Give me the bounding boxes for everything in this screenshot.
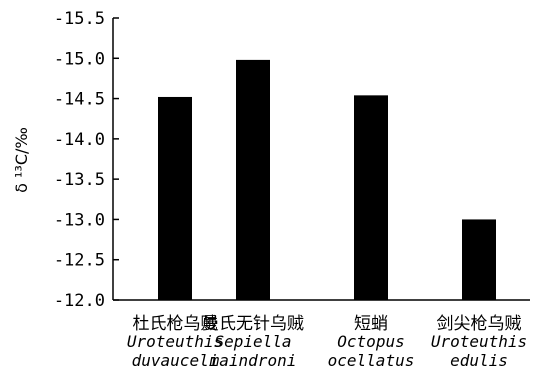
bar — [354, 95, 388, 300]
y-tick-label: -13.5 — [54, 170, 105, 190]
y-tick-label: -14.0 — [54, 130, 105, 150]
bar — [462, 219, 496, 300]
category-chinese-name: 剑尖枪乌贼 — [437, 314, 522, 334]
category-species: edulis — [450, 351, 508, 370]
category-species: maindroni — [209, 351, 297, 370]
y-tick-label: -14.5 — [54, 90, 105, 110]
x-category-labels: 杜氏枪乌贼Uroteuthisduvauceli曼氏无针乌贼Sepiellama… — [127, 314, 527, 370]
category-species: duvauceli — [132, 351, 219, 370]
y-tick-label: -12.5 — [54, 251, 105, 271]
y-ticks: -15.5 -15.0 -14.5 -14.0 -13.5 -13.0 -12.5 -12.0 — [54, 9, 119, 311]
category-species: ocellatus — [328, 351, 415, 370]
y-tick-label: -15.0 — [54, 49, 105, 69]
category-chinese-name: 曼氏无针乌贼 — [202, 314, 304, 334]
category-genus: Uroteuthis — [127, 332, 223, 351]
category-chinese-name: 杜氏枪乌贼 — [133, 314, 218, 334]
category-chinese-name: 短蛸 — [354, 314, 388, 334]
bars — [158, 59, 496, 301]
category-genus: Octopus — [337, 332, 404, 351]
category-genus: Sepiella — [214, 332, 291, 351]
y-axis: -15.5 -15.0 -14.5 -14.0 -13.5 -13.0 -12.5 -12.0 — [54, 9, 119, 311]
category-genus: Uroteuthis — [431, 332, 527, 351]
y-tick-label: -15.5 — [54, 9, 105, 29]
y-tick-label: -13.0 — [54, 210, 105, 230]
bar — [236, 59, 270, 301]
bar — [158, 96, 192, 301]
y-tick-label: -12.0 — [54, 291, 105, 311]
y-axis-label: δ ¹³C/‰ — [12, 127, 31, 193]
